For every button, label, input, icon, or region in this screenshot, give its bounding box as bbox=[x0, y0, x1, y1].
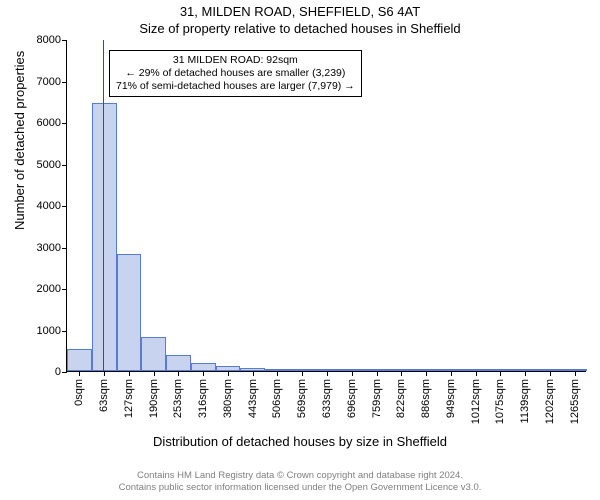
xtick-mark bbox=[79, 371, 80, 376]
attribution-line-1: Contains HM Land Registry data © Crown c… bbox=[0, 470, 600, 482]
xtick-mark bbox=[352, 371, 353, 376]
xtick-label: 633sqm bbox=[321, 379, 333, 418]
xtick-mark bbox=[253, 371, 254, 376]
ytick-label: 8000 bbox=[37, 34, 67, 46]
xtick-label: 1012sqm bbox=[470, 379, 482, 424]
histogram-bar bbox=[117, 254, 142, 371]
annotation-box: 31 MILDEN ROAD: 92sqm← 29% of detached h… bbox=[109, 50, 362, 97]
xtick-label: 886sqm bbox=[420, 379, 432, 418]
ytick-label: 4000 bbox=[37, 200, 67, 212]
xtick-label: 190sqm bbox=[148, 379, 160, 418]
histogram-bar bbox=[141, 337, 166, 371]
histogram-bar bbox=[191, 363, 216, 371]
attribution-line-2: Contains public sector information licen… bbox=[0, 482, 600, 494]
xtick-label: 569sqm bbox=[296, 379, 308, 418]
xtick-label: 822sqm bbox=[395, 379, 407, 418]
xtick-label: 696sqm bbox=[346, 379, 358, 418]
ytick-label: 0 bbox=[55, 366, 67, 378]
title-line-1: 31, MILDEN ROAD, SHEFFIELD, S6 4AT bbox=[0, 4, 600, 19]
xtick-mark bbox=[377, 371, 378, 376]
ytick-label: 2000 bbox=[37, 283, 67, 295]
title-line-2: Size of property relative to detached ho… bbox=[0, 21, 600, 36]
xtick-label: 949sqm bbox=[445, 379, 457, 418]
xtick-mark bbox=[203, 371, 204, 376]
x-axis-label: Distribution of detached houses by size … bbox=[0, 434, 600, 449]
y-axis-label: Number of detached properties bbox=[12, 51, 27, 230]
xtick-label: 759sqm bbox=[371, 379, 383, 418]
xtick-label: 1139sqm bbox=[519, 379, 531, 423]
xtick-label: 253sqm bbox=[172, 379, 184, 418]
xtick-label: 1202sqm bbox=[544, 379, 556, 424]
y-axis-label-wrap: Number of detached properties bbox=[12, 0, 28, 500]
attribution: Contains HM Land Registry data © Crown c… bbox=[0, 470, 600, 494]
xtick-mark bbox=[525, 371, 526, 376]
xtick-label: 127sqm bbox=[123, 379, 135, 418]
xtick-label: 1075sqm bbox=[494, 379, 506, 424]
xtick-mark bbox=[104, 371, 105, 376]
xtick-mark bbox=[277, 371, 278, 376]
xtick-label: 506sqm bbox=[271, 379, 283, 418]
xtick-mark bbox=[129, 371, 130, 376]
xtick-mark bbox=[426, 371, 427, 376]
annotation-line: 31 MILDEN ROAD: 92sqm bbox=[116, 54, 355, 67]
xtick-mark bbox=[302, 371, 303, 376]
xtick-mark bbox=[178, 371, 179, 376]
ytick-label: 1000 bbox=[37, 325, 67, 337]
xtick-mark bbox=[154, 371, 155, 376]
xtick-label: 0sqm bbox=[73, 379, 85, 406]
annotation-line: ← 29% of detached houses are smaller (3,… bbox=[116, 67, 355, 80]
xtick-mark bbox=[575, 371, 576, 376]
ytick-label: 3000 bbox=[37, 242, 67, 254]
xtick-label: 63sqm bbox=[98, 379, 110, 412]
histogram-bar bbox=[67, 349, 92, 371]
xtick-label: 316sqm bbox=[197, 379, 209, 418]
property-marker-line bbox=[103, 40, 104, 371]
xtick-mark bbox=[476, 371, 477, 376]
xtick-mark bbox=[500, 371, 501, 376]
histogram-bar bbox=[92, 103, 117, 371]
xtick-label: 380sqm bbox=[222, 379, 234, 418]
ytick-label: 6000 bbox=[37, 117, 67, 129]
xtick-mark bbox=[327, 371, 328, 376]
ytick-label: 5000 bbox=[37, 159, 67, 171]
histogram-bar bbox=[166, 355, 191, 371]
xtick-mark bbox=[401, 371, 402, 376]
ytick-label: 7000 bbox=[37, 76, 67, 88]
xtick-mark bbox=[228, 371, 229, 376]
xtick-label: 1265sqm bbox=[569, 379, 581, 424]
xtick-mark bbox=[451, 371, 452, 376]
figure-root: 31, MILDEN ROAD, SHEFFIELD, S6 4AT Size … bbox=[0, 0, 600, 500]
annotation-line: 71% of semi-detached houses are larger (… bbox=[116, 80, 355, 93]
xtick-mark bbox=[550, 371, 551, 376]
xtick-label: 443sqm bbox=[247, 379, 259, 418]
plot-area: 0100020003000400050006000700080000sqm63s… bbox=[66, 40, 586, 372]
